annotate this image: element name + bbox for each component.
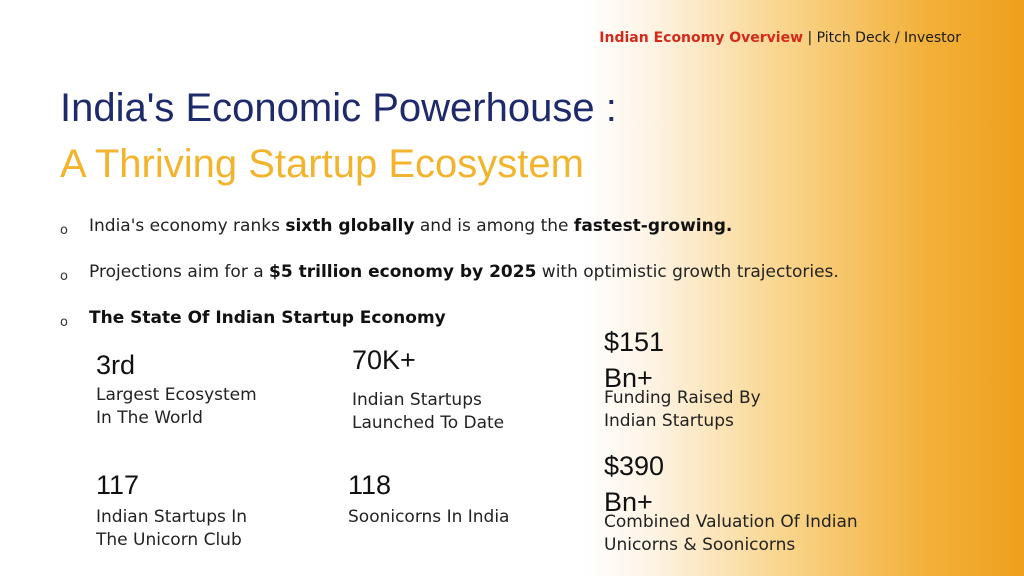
bullet-marker-icon: o bbox=[60, 223, 68, 238]
stat-label-line-2: The Unicorn Club bbox=[96, 530, 242, 550]
bullet-bold-text: The State Of Indian Startup Economy bbox=[89, 308, 446, 328]
stat-value-line-1: $151 bbox=[604, 327, 665, 357]
slide-header: Indian Economy Overview | Pitch Deck / I… bbox=[599, 30, 961, 46]
bullet-list: o India's economy ranks sixth globally a… bbox=[60, 212, 839, 350]
bullet-text: Projections aim for a bbox=[89, 262, 270, 282]
title-line-2: A Thriving Startup Ecosystem bbox=[60, 142, 584, 186]
stat-value: 117 bbox=[96, 470, 140, 500]
bullet-text: India's economy ranks bbox=[89, 216, 286, 236]
stat-label-line-2: Indian Startups bbox=[604, 411, 734, 431]
bullet-projections: o Projections aim for a $5 trillion econ… bbox=[60, 258, 839, 304]
stat-label-line-1: Largest Ecosystem bbox=[96, 385, 257, 405]
header-separator: | bbox=[803, 30, 817, 46]
bullet-economy-rank: o India's economy ranks sixth globally a… bbox=[60, 212, 839, 258]
slide-title: India's Economic Powerhouse : A Thriving… bbox=[60, 80, 617, 192]
bullet-bold-text: sixth globally bbox=[285, 216, 415, 236]
stat-ecosystem-rank: 3rd Largest Ecosystem In The World bbox=[96, 346, 257, 430]
stat-combined-valuation: $390 Bn+ Combined Valuation Of Indian Un… bbox=[604, 447, 858, 557]
stat-label-line-2: Unicorns & Soonicorns bbox=[604, 535, 796, 555]
bullet-marker-icon: o bbox=[60, 315, 68, 330]
stat-label-line-1: Indian Startups In bbox=[96, 507, 248, 527]
stat-label-line-1: Soonicorns In India bbox=[348, 507, 510, 527]
stat-unicorns: 117 Indian Startups In The Unicorn Club bbox=[96, 466, 247, 552]
stat-value-line-1: $390 bbox=[604, 451, 665, 481]
stat-label-line-1: Combined Valuation Of Indian bbox=[604, 512, 858, 532]
stat-startups-launched: 70K+ Indian Startups Launched To Date bbox=[352, 341, 504, 435]
stat-label-line-1: Indian Startups bbox=[352, 390, 482, 410]
bullet-bold-text: $5 trillion economy by 2025 bbox=[269, 262, 537, 282]
stat-soonicorns: 118 Soonicorns In India bbox=[348, 466, 509, 529]
stat-value-line-2: Bn+ bbox=[604, 363, 653, 393]
stat-label-line-2: Launched To Date bbox=[352, 413, 505, 433]
stat-value: 3rd bbox=[96, 350, 136, 380]
bullet-marker-icon: o bbox=[60, 269, 68, 284]
stat-funding-raised: $151 Bn+ Funding Raised By Indian Startu… bbox=[604, 323, 761, 433]
stat-value: 118 bbox=[348, 470, 392, 500]
header-brand: Indian Economy Overview bbox=[599, 30, 804, 46]
title-line-1: India's Economic Powerhouse : bbox=[60, 86, 617, 130]
stat-value-line-2: Bn+ bbox=[604, 487, 653, 517]
stat-label-line-1: Funding Raised By bbox=[604, 388, 761, 408]
bullet-startup-state: o The State Of Indian Startup Economy bbox=[60, 304, 839, 350]
stat-label-line-2: In The World bbox=[96, 408, 203, 428]
bullet-text: with optimistic growth trajectories. bbox=[536, 262, 839, 282]
bullet-text: and is among the bbox=[414, 216, 574, 236]
header-subtitle: Pitch Deck / Investor bbox=[816, 30, 961, 46]
stat-value: 70K+ bbox=[352, 345, 416, 375]
bullet-bold-text: fastest-growing. bbox=[573, 216, 733, 236]
